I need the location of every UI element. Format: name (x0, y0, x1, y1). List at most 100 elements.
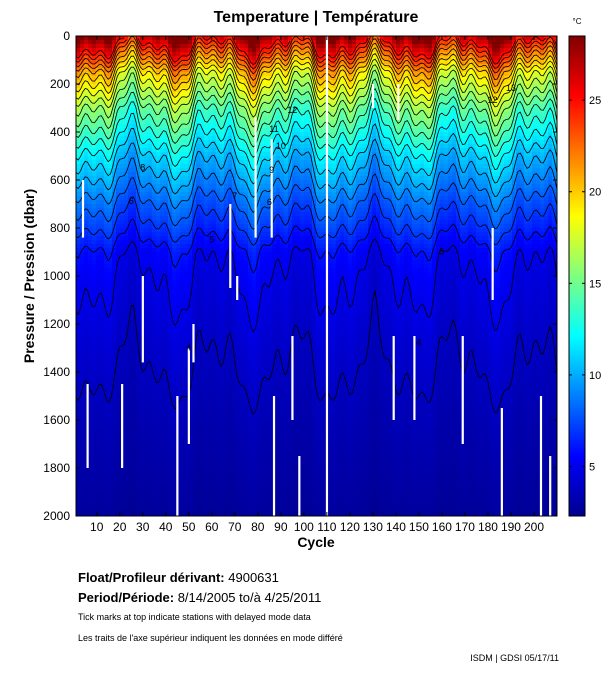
heat-cell (84, 116, 89, 121)
heat-cell (220, 256, 225, 261)
heat-cell (124, 256, 129, 261)
heat-cell (220, 76, 225, 81)
heat-cell (192, 288, 197, 293)
heat-cell (132, 436, 137, 441)
heat-cell (216, 456, 221, 461)
heat-cell (180, 444, 185, 449)
heat-cell (120, 512, 125, 516)
heat-cell (236, 264, 241, 269)
heat-cell (136, 224, 141, 229)
heat-cell (228, 176, 233, 181)
heat-cell (152, 248, 157, 253)
heat-cell (164, 236, 169, 241)
heat-cell (120, 172, 125, 177)
heat-cell (104, 120, 109, 125)
heat-cell (192, 492, 197, 497)
heat-cell (156, 300, 161, 305)
heat-cell (204, 348, 209, 353)
heat-cell (144, 456, 149, 461)
heat-cell (168, 64, 173, 69)
heat-cell (80, 72, 85, 77)
heat-cell (168, 40, 173, 45)
heat-cell (96, 392, 101, 397)
heat-cell (228, 408, 233, 413)
heat-cell (144, 180, 149, 185)
heat-cell (144, 52, 149, 57)
heat-cell (240, 188, 245, 193)
heat-cell (80, 332, 85, 337)
heat-cell (180, 308, 185, 313)
heat-cell (148, 108, 153, 113)
heat-cell (124, 368, 129, 373)
heat-cell (240, 232, 245, 237)
heat-cell (156, 120, 161, 125)
heat-cell (184, 512, 189, 516)
heat-cell (184, 432, 189, 437)
heat-cell (176, 56, 181, 61)
heat-cell (84, 84, 89, 89)
heat-cell (136, 172, 141, 177)
heat-cell (80, 120, 85, 125)
heat-cell (88, 40, 93, 45)
heat-cell (108, 408, 113, 413)
heat-cell (116, 284, 121, 289)
heat-cell (88, 216, 93, 221)
heat-cell (132, 348, 137, 353)
heat-cell (200, 128, 205, 133)
heat-cell (120, 376, 125, 381)
heat-cell (92, 264, 97, 269)
heat-cell (228, 488, 233, 493)
heat-cell (184, 364, 189, 369)
heat-cell (184, 236, 189, 241)
heat-cell (116, 108, 121, 113)
heat-cell (84, 120, 89, 125)
heat-cell (80, 484, 85, 489)
heat-cell (120, 148, 125, 153)
heat-cell (76, 196, 81, 201)
heat-cell (96, 328, 101, 333)
heat-cell (168, 380, 173, 385)
heat-cell (196, 512, 201, 516)
heat-cell (76, 360, 81, 365)
heat-cell (172, 364, 177, 369)
heat-cell (188, 44, 193, 49)
heat-cell (80, 344, 85, 349)
heat-cell (88, 236, 93, 241)
heat-cell (84, 492, 89, 497)
heat-cell (180, 360, 185, 365)
heat-cell (124, 240, 129, 245)
heat-cell (188, 452, 193, 457)
heat-cell (144, 228, 149, 233)
heat-cell (232, 316, 237, 321)
heat-cell (104, 308, 109, 313)
heat-cell (172, 456, 177, 461)
heat-cell (108, 128, 113, 133)
heat-cell (220, 496, 225, 501)
heat-cell (88, 240, 93, 245)
heat-cell (228, 476, 233, 481)
heat-cell (224, 372, 229, 377)
heat-cell (236, 224, 241, 229)
heat-cell (88, 492, 93, 497)
heat-cell (188, 256, 193, 261)
heat-cell (100, 332, 105, 337)
heat-cell (132, 400, 137, 405)
heat-cell (172, 484, 177, 489)
heat-cell (116, 276, 121, 281)
heat-cell (160, 312, 165, 317)
heat-cell (116, 68, 121, 73)
heat-cell (232, 460, 237, 465)
heat-cell (196, 156, 201, 161)
heat-cell (192, 308, 197, 313)
heat-cell (136, 100, 141, 105)
heat-cell (124, 508, 129, 513)
heat-cell (208, 208, 213, 213)
heat-cell (212, 60, 217, 65)
heat-cell (112, 428, 117, 433)
heat-cell (148, 276, 153, 281)
heat-cell (176, 288, 181, 293)
heat-cell (152, 372, 157, 377)
heat-cell (236, 76, 241, 81)
heat-cell (220, 324, 225, 329)
heat-cell (144, 268, 149, 273)
